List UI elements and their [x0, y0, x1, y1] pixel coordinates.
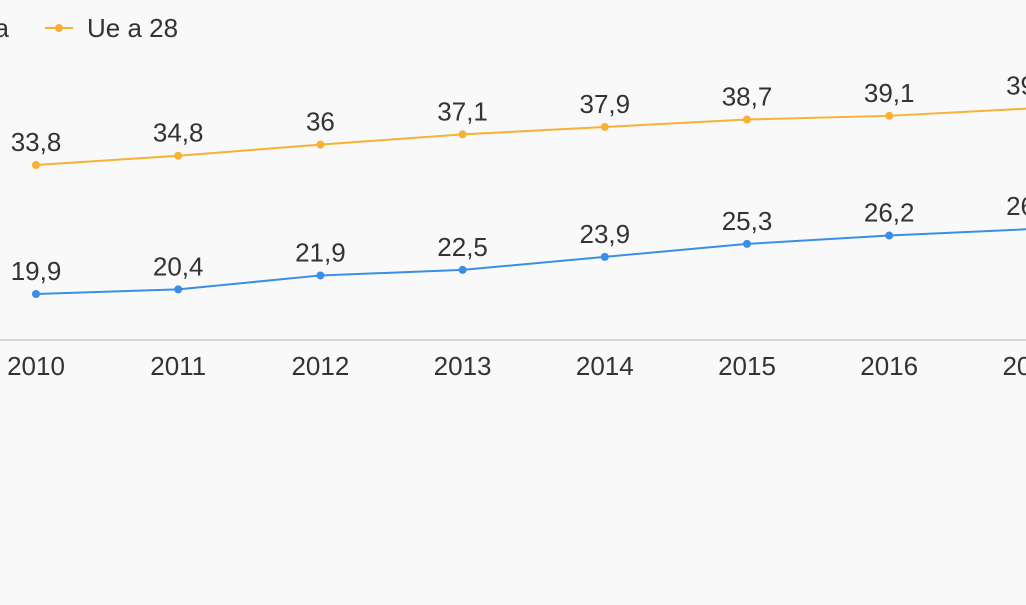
- legend-label: Ue a 28: [87, 13, 178, 43]
- x-tick-label: 2013: [434, 351, 492, 381]
- x-axis: 2010 2011 2012 2013 2014 2015 2016 2017: [0, 339, 1026, 381]
- legend-label: Italia: [0, 13, 9, 43]
- x-tick-label: 2014: [576, 351, 634, 381]
- data-point[interactable]: [316, 271, 325, 280]
- series-line: [35, 107, 1026, 166]
- x-tick-label: 2015: [718, 351, 776, 381]
- data-label: 36: [306, 107, 335, 137]
- legend: Italia Ue a 28: [0, 13, 178, 43]
- data-label: 25,3: [722, 206, 773, 236]
- data-label: 39,1: [864, 78, 915, 108]
- data-point[interactable]: [743, 239, 751, 248]
- data-point[interactable]: [316, 140, 325, 149]
- data-point[interactable]: [885, 231, 894, 240]
- data-label: 38,7: [722, 82, 773, 112]
- data-point[interactable]: [885, 111, 894, 120]
- legend-item[interactable]: Italia: [0, 13, 9, 43]
- data-label: 26,2: [864, 198, 915, 228]
- data-label: 37,1: [437, 96, 488, 126]
- data-point[interactable]: [174, 151, 183, 160]
- x-tick-label: 2016: [860, 351, 918, 381]
- data-point[interactable]: [32, 161, 40, 169]
- data-point[interactable]: [174, 285, 183, 294]
- legend-swatch-marker: [55, 24, 63, 32]
- x-tick-label: 2012: [291, 351, 349, 381]
- data-label: 33,8: [11, 127, 62, 157]
- data-label: 21,9: [295, 237, 346, 267]
- legend-item[interactable]: Ue a 28: [45, 13, 178, 43]
- data-point[interactable]: [32, 290, 40, 298]
- series-1: 33,8 34,8 36 37,1 37,9 38,7 39,1 39,9: [11, 70, 1026, 169]
- data-label: 39,9: [1006, 70, 1026, 100]
- data-label: 22,5: [437, 232, 488, 262]
- x-tick-label: 2017: [1002, 351, 1026, 381]
- data-point[interactable]: [600, 122, 609, 131]
- series-line: [35, 228, 1026, 295]
- data-point[interactable]: [458, 130, 467, 139]
- series-0: 19,9 20,4 21,9 22,5 23,9 25,3 26,2 26,9: [11, 191, 1026, 298]
- series-layer: 19,9 20,4 21,9 22,5 23,9 25,3 26,2 26,9 33,8 34,8…: [11, 70, 1026, 298]
- data-label: 37,9: [579, 89, 630, 119]
- x-tick-label: 2011: [150, 351, 206, 381]
- data-point[interactable]: [458, 265, 467, 274]
- data-label: 26,9: [1006, 191, 1026, 221]
- data-label: 20,4: [153, 251, 204, 281]
- data-point[interactable]: [743, 115, 751, 124]
- data-point[interactable]: [600, 252, 609, 261]
- x-tick-label: 2010: [7, 351, 65, 381]
- data-label: 19,9: [11, 256, 62, 286]
- data-label: 34,8: [153, 118, 204, 148]
- data-label: 23,9: [579, 219, 630, 249]
